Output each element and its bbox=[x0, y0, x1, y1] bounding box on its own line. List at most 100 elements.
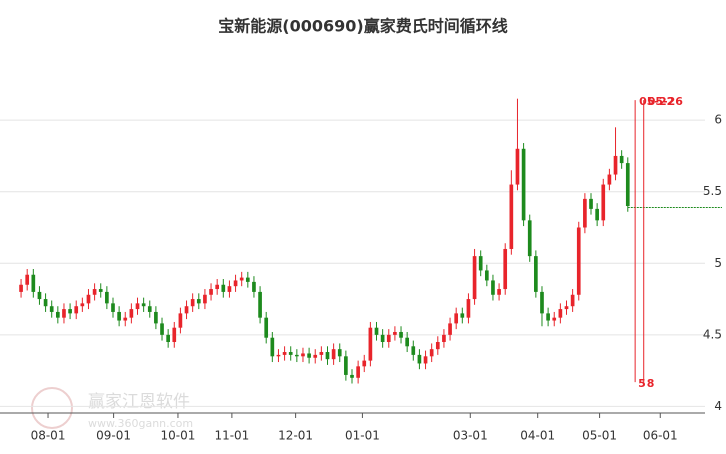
candle-body bbox=[435, 342, 440, 350]
candle-body bbox=[417, 354, 422, 364]
candle-body bbox=[239, 277, 244, 281]
candle-body bbox=[25, 274, 30, 285]
candle-body bbox=[141, 303, 146, 307]
watermark-text: 赢家江恩软件 bbox=[88, 392, 190, 412]
x-tick-label: 05-01 bbox=[582, 429, 617, 443]
watermark-logo bbox=[31, 387, 73, 429]
candle-body bbox=[154, 311, 158, 324]
candle-body bbox=[595, 208, 599, 221]
candle-body bbox=[190, 299, 195, 307]
candle-body bbox=[196, 299, 201, 304]
candle-body bbox=[166, 334, 170, 343]
candle-body bbox=[203, 294, 207, 304]
candle-body bbox=[601, 184, 606, 221]
candle-body bbox=[264, 317, 269, 338]
candle-body bbox=[613, 155, 618, 175]
chart-title: 宝新能源(000690)赢家费氏时间循环线 bbox=[218, 17, 507, 36]
candle-body bbox=[374, 327, 379, 335]
candle-body bbox=[576, 227, 581, 295]
candle-body bbox=[325, 352, 330, 360]
candle-body bbox=[558, 309, 563, 318]
candle-body bbox=[62, 309, 66, 318]
candle-body bbox=[368, 327, 373, 361]
candle-body bbox=[607, 174, 612, 185]
candle-body bbox=[307, 353, 311, 358]
cycle-bottom-label: 8 bbox=[647, 377, 655, 390]
candle-body bbox=[362, 360, 367, 367]
candle-body bbox=[411, 346, 416, 355]
candle-body bbox=[276, 354, 281, 357]
candle-body bbox=[472, 256, 477, 300]
candle-body bbox=[527, 220, 532, 257]
candle-body bbox=[521, 148, 526, 221]
candle-body bbox=[31, 274, 36, 292]
candle-body bbox=[252, 281, 256, 292]
candle-body bbox=[221, 284, 226, 292]
candle-body bbox=[405, 337, 409, 347]
x-tick-label: 09-01 bbox=[96, 429, 131, 443]
candle-body bbox=[503, 248, 508, 290]
candle-body bbox=[570, 294, 575, 307]
candle-body bbox=[380, 334, 385, 343]
candle-body bbox=[105, 291, 109, 304]
candle-body bbox=[92, 289, 97, 295]
x-tick-label: 10-01 bbox=[161, 429, 196, 443]
candle-body bbox=[184, 306, 189, 314]
candle-body bbox=[393, 331, 397, 335]
candle-body bbox=[442, 334, 446, 343]
candle-body bbox=[123, 317, 128, 321]
candle-body bbox=[301, 353, 305, 357]
candle-body bbox=[625, 163, 630, 207]
x-tick-label: 06-01 bbox=[643, 429, 678, 443]
watermark-url: www.360gann.com bbox=[88, 417, 193, 430]
candle-body bbox=[37, 291, 42, 300]
candle-body bbox=[509, 184, 514, 249]
y-tick-label: 4.5 bbox=[703, 327, 722, 341]
candle-body bbox=[484, 270, 489, 281]
candle-body bbox=[491, 280, 495, 295]
cycle-top-label: 05-22 bbox=[639, 95, 674, 108]
candle-body bbox=[282, 352, 287, 355]
candle-body bbox=[111, 303, 115, 312]
candle-body bbox=[49, 306, 54, 312]
candle-body bbox=[515, 148, 520, 185]
candle-body bbox=[227, 286, 232, 292]
candle-body bbox=[270, 337, 275, 357]
y-tick-label: 6 bbox=[714, 113, 722, 127]
candle-body bbox=[209, 289, 213, 295]
x-tick-label: 12-01 bbox=[278, 429, 313, 443]
candle-body bbox=[80, 303, 85, 307]
candle-body bbox=[135, 303, 140, 310]
x-tick-label: 08-01 bbox=[31, 429, 66, 443]
y-tick-label: 4 bbox=[714, 399, 722, 413]
candle-body bbox=[534, 256, 538, 292]
candle-body bbox=[337, 349, 342, 357]
watermark: 赢家江恩软件 www.360gann.com bbox=[31, 387, 193, 430]
candle-body bbox=[423, 356, 428, 364]
candle-body bbox=[619, 155, 624, 164]
candle-body bbox=[540, 291, 544, 314]
candle-body bbox=[98, 289, 103, 292]
candle-body bbox=[344, 356, 348, 375]
candle-body bbox=[448, 323, 452, 335]
candle-body bbox=[258, 291, 262, 318]
candle-body bbox=[564, 306, 569, 310]
x-tick-label: 01-01 bbox=[345, 429, 380, 443]
x-tick-label: 04-01 bbox=[520, 429, 555, 443]
candle-body bbox=[454, 313, 459, 324]
candle-body bbox=[117, 311, 121, 321]
candle-body bbox=[399, 331, 403, 338]
candle-body bbox=[147, 306, 152, 312]
candle-body bbox=[583, 198, 587, 228]
candle-body bbox=[129, 309, 134, 318]
candle-body bbox=[68, 309, 72, 314]
candle-body bbox=[356, 366, 360, 378]
candle-body bbox=[478, 256, 483, 271]
candle-body bbox=[589, 198, 593, 209]
candle-body bbox=[350, 374, 354, 378]
candle-body bbox=[295, 354, 299, 357]
candle-body bbox=[178, 313, 183, 328]
candle-body bbox=[160, 323, 164, 335]
